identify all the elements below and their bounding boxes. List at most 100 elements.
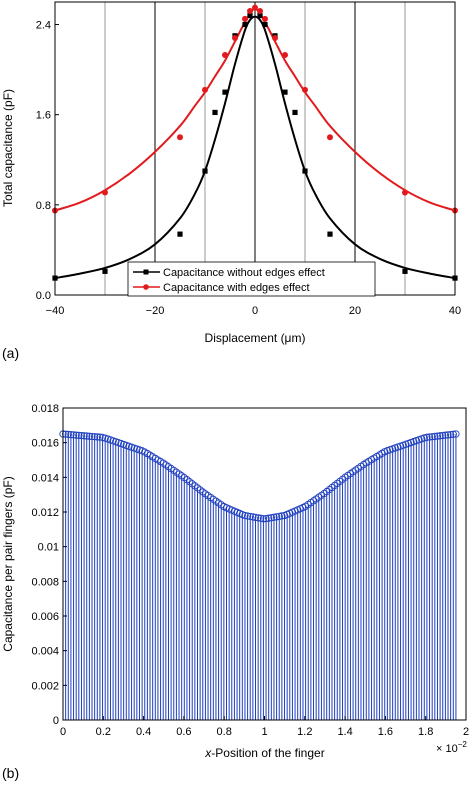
legend-marker-circle (143, 284, 149, 290)
stem-marker-145 (441, 431, 450, 439)
stem-marker-78 (265, 514, 273, 522)
x-axis-label-b: x-Position of the finger (204, 746, 324, 760)
x-tick-label-b-1: 0.2 (96, 726, 111, 738)
point-s0-3 (202, 168, 208, 174)
series-curve-0 (54, 15, 456, 280)
stem-marker-149 (452, 430, 460, 438)
stem-marker-75 (257, 514, 265, 522)
point-s1-10 (262, 15, 268, 22)
stem-lines (62, 434, 457, 720)
stem-marker-12 (90, 433, 99, 441)
point-s1-13 (302, 86, 308, 93)
panel-label-a: (a) (2, 345, 19, 361)
x-multiplier-exp: −2 (458, 740, 468, 749)
x-multiplier: × 10−2 (436, 740, 467, 755)
x-tick-label-a-4: 40 (449, 305, 461, 317)
stem-markers (59, 430, 460, 523)
y-tick-label-b-4: 0.008 (31, 576, 59, 588)
stem-marker-138 (423, 433, 431, 441)
stem-marker-6 (75, 431, 83, 440)
point-s0-16 (402, 268, 408, 274)
stem-marker-5 (72, 431, 80, 439)
x-tick-label-b-7: 1.4 (337, 726, 352, 738)
stem-marker-7 (77, 431, 86, 440)
y-tick-label-b-3: 0.006 (31, 611, 59, 623)
x-axis-label-italic: x (204, 746, 212, 760)
y-tick-label-a-2: 1.6 (36, 110, 51, 122)
point-s0-8 (247, 12, 253, 19)
y-axis-label-a: Total capacitance (pF) (1, 89, 15, 207)
point-s1-7 (247, 8, 253, 15)
point-s0-13 (292, 109, 298, 116)
stem-marker-76 (259, 515, 268, 523)
stem-marker-142 (433, 432, 442, 440)
stem-marker-143 (436, 432, 444, 440)
y-tick-label-a-0: 0.0 (36, 290, 51, 302)
legend-marker-square (143, 269, 149, 275)
x-tick-label-b-8: 1.6 (378, 726, 393, 738)
x-tick-label-a-2: 0 (252, 305, 258, 317)
chart-a: −40 −20 0 20 40 0.0 0.8 1.6 2.4 Displacement (μm… (1, 1, 461, 361)
x-tick-label-b-5: 1 (261, 726, 267, 738)
x-tick-label-b-9: 1.8 (418, 726, 433, 738)
x-tick-label-b-10: 2 (463, 726, 469, 738)
stem-marker-144 (439, 431, 447, 440)
y-tick-label-b-9: 0.018 (31, 403, 59, 415)
y-tick-label-b-1: 0.002 (31, 680, 59, 692)
legend-label-1: Capacitance with edges effect (163, 282, 310, 294)
stem-marker-1 (61, 430, 70, 438)
point-s0-2 (177, 231, 183, 237)
x-multiplier-base: × 10 (436, 743, 458, 755)
point-s1-3 (202, 86, 208, 93)
stem-marker-3 (67, 431, 75, 439)
x-axis-label-rest: -Position of the finger (211, 746, 324, 760)
stem-marker-140 (428, 433, 436, 441)
point-s0-9 (257, 12, 263, 19)
stem-marker-70 (243, 512, 252, 520)
point-s1-15 (402, 189, 408, 196)
point-s1-9 (257, 8, 263, 15)
vertical-guide-lines (104, 2, 406, 295)
axis-ticks-a: −40 −20 0 20 40 0.0 0.8 1.6 2.4 (36, 20, 461, 317)
legend-label-0: Capacitance without edges effect (163, 267, 325, 279)
panel-label-b: (b) (2, 765, 19, 781)
point-s0-14 (302, 168, 308, 174)
y-tick-label-b-8: 0.016 (31, 438, 59, 450)
data-points (52, 4, 458, 281)
stem-marker-8 (80, 432, 88, 440)
x-tick-label-b-2: 0.4 (136, 726, 151, 738)
stem-marker-11 (88, 432, 96, 441)
x-tick-label-b-4: 0.8 (217, 726, 232, 738)
y-tick-label-a-3: 2.4 (36, 20, 51, 32)
point-s0-7 (242, 21, 248, 28)
stem-marker-141 (431, 432, 439, 441)
x-tick-label-b-3: 0.6 (176, 726, 191, 738)
stem-marker-10 (85, 432, 94, 440)
point-s1-2 (177, 134, 183, 141)
point-s1-4 (222, 51, 228, 58)
y-tick-label-b-7: 0.014 (31, 472, 59, 484)
point-s1-6 (242, 15, 248, 22)
x-tick-label-a-3: 20 (349, 305, 361, 317)
point-s1-5 (232, 35, 238, 42)
stem-marker-81 (272, 513, 281, 521)
stem-marker-146 (444, 431, 452, 439)
stem-marker-139 (425, 433, 434, 441)
x-axis-label-a: Displacement (μm) (205, 331, 306, 345)
point-s1-11 (272, 35, 278, 42)
point-s1-1 (102, 189, 108, 196)
point-s1-14 (327, 134, 333, 141)
stem-marker-73 (251, 513, 260, 522)
x-tick-label-b-6: 1.2 (297, 726, 312, 738)
point-s0-15 (327, 231, 333, 237)
legend-box (127, 261, 376, 297)
y-tick-label-b-0: 0 (53, 715, 59, 727)
stem-marker-72 (249, 513, 257, 521)
x-tick-label-b-0: 0 (60, 726, 66, 738)
stem-marker-77 (262, 515, 270, 523)
y-tick-label-b-2: 0.004 (31, 646, 59, 658)
stem-marker-14 (96, 433, 104, 441)
stem-marker-79 (267, 514, 275, 522)
point-s0-12 (282, 89, 288, 95)
